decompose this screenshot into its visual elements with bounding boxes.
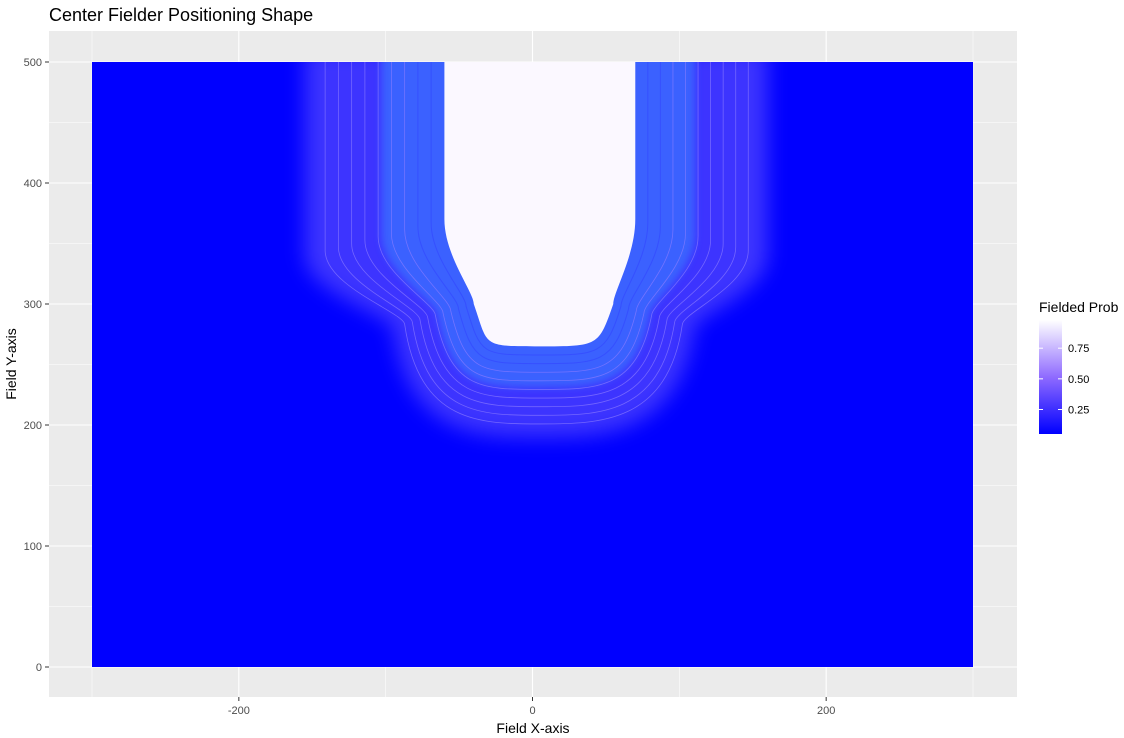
y-tick-label: 200 xyxy=(24,420,42,432)
contour-lines xyxy=(324,62,749,425)
legend-tick-label: 0.25 xyxy=(1068,404,1089,416)
x-axis-ticks: -200 0 200 xyxy=(228,697,835,717)
y-tick-label: 400 xyxy=(24,178,42,190)
heatmap xyxy=(92,62,973,667)
contour-line xyxy=(351,62,724,408)
legend-tick-label: 0.75 xyxy=(1068,343,1089,355)
contour-line xyxy=(324,62,749,425)
y-tick-label: 500 xyxy=(24,57,42,69)
legend-title: Fielded Prob xyxy=(1039,299,1119,315)
contour-line xyxy=(404,62,674,373)
contour-line xyxy=(417,62,661,365)
x-tick-label: 200 xyxy=(817,705,835,717)
x-axis-title: Field X-axis xyxy=(496,720,569,736)
y-axis-ticks: 0 100 200 300 400 500 xyxy=(24,57,49,674)
y-tick-label: 0 xyxy=(36,662,42,674)
x-tick-label: 0 xyxy=(529,705,535,717)
heatmap-high-region xyxy=(444,62,636,347)
y-tick-label: 300 xyxy=(24,299,42,311)
contour-line xyxy=(377,62,699,390)
x-tick-label: -200 xyxy=(228,705,250,717)
legend: Fielded Prob 0.25 0.50 0.75 xyxy=(1039,299,1119,434)
y-axis-title: Field Y-axis xyxy=(3,328,19,400)
legend-ticks: 0.25 0.50 0.75 xyxy=(1039,343,1089,416)
legend-tick-label: 0.50 xyxy=(1068,374,1089,386)
contour-line xyxy=(364,62,712,399)
legend-colorbar xyxy=(1039,320,1062,434)
contour-line xyxy=(430,62,649,356)
y-tick-label: 100 xyxy=(24,541,42,553)
contour-line xyxy=(390,62,686,382)
chart-title: Center Fielder Positioning Shape xyxy=(49,5,313,25)
contour-line xyxy=(337,62,737,416)
